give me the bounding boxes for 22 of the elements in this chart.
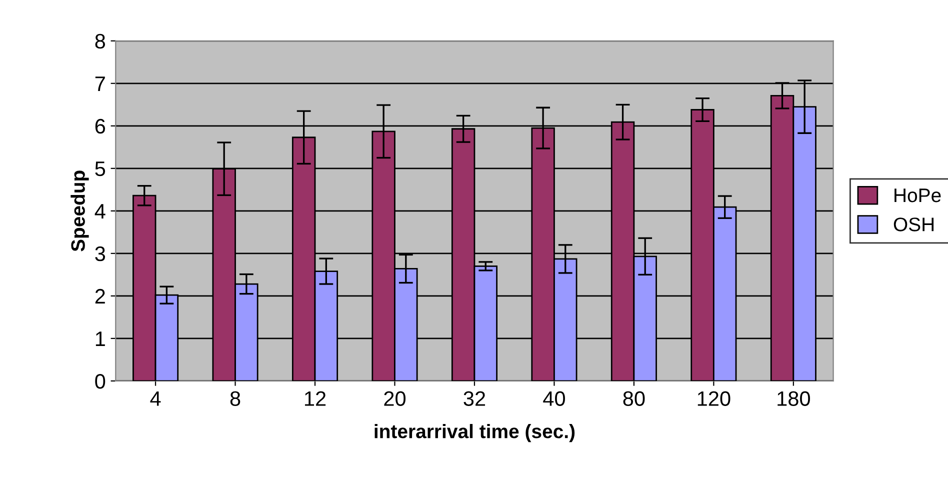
y-tick-label: 2 <box>95 288 105 304</box>
y-tick-label: 3 <box>95 246 106 262</box>
y-axis-title: Speedup <box>70 170 89 252</box>
x-axis-title: interarrival time (sec.) <box>374 424 575 442</box>
y-tick-label: 8 <box>95 34 106 49</box>
x-tick-label: 8 <box>230 391 240 406</box>
x-tick-label: 120 <box>698 391 730 406</box>
y-tick-label: 0 <box>95 374 106 389</box>
x-tick-label: 20 <box>384 391 406 406</box>
legend-label: HoPe <box>894 188 941 202</box>
x-tick-label: 40 <box>543 391 565 406</box>
y-tick-label: 6 <box>95 118 106 134</box>
y-tick-label: 1 <box>96 332 105 346</box>
x-tick-label: 32 <box>464 391 486 406</box>
x-tick-label: 80 <box>623 391 645 406</box>
y-tick-label: 4 <box>94 204 106 218</box>
x-tick-label: 12 <box>305 391 326 406</box>
legend-label: OSH <box>894 218 934 232</box>
x-tick-label: 4 <box>150 391 161 406</box>
y-tick-label: 7 <box>95 76 105 91</box>
y-tick-label: 5 <box>95 162 106 176</box>
x-tick-label: 180 <box>778 391 810 406</box>
